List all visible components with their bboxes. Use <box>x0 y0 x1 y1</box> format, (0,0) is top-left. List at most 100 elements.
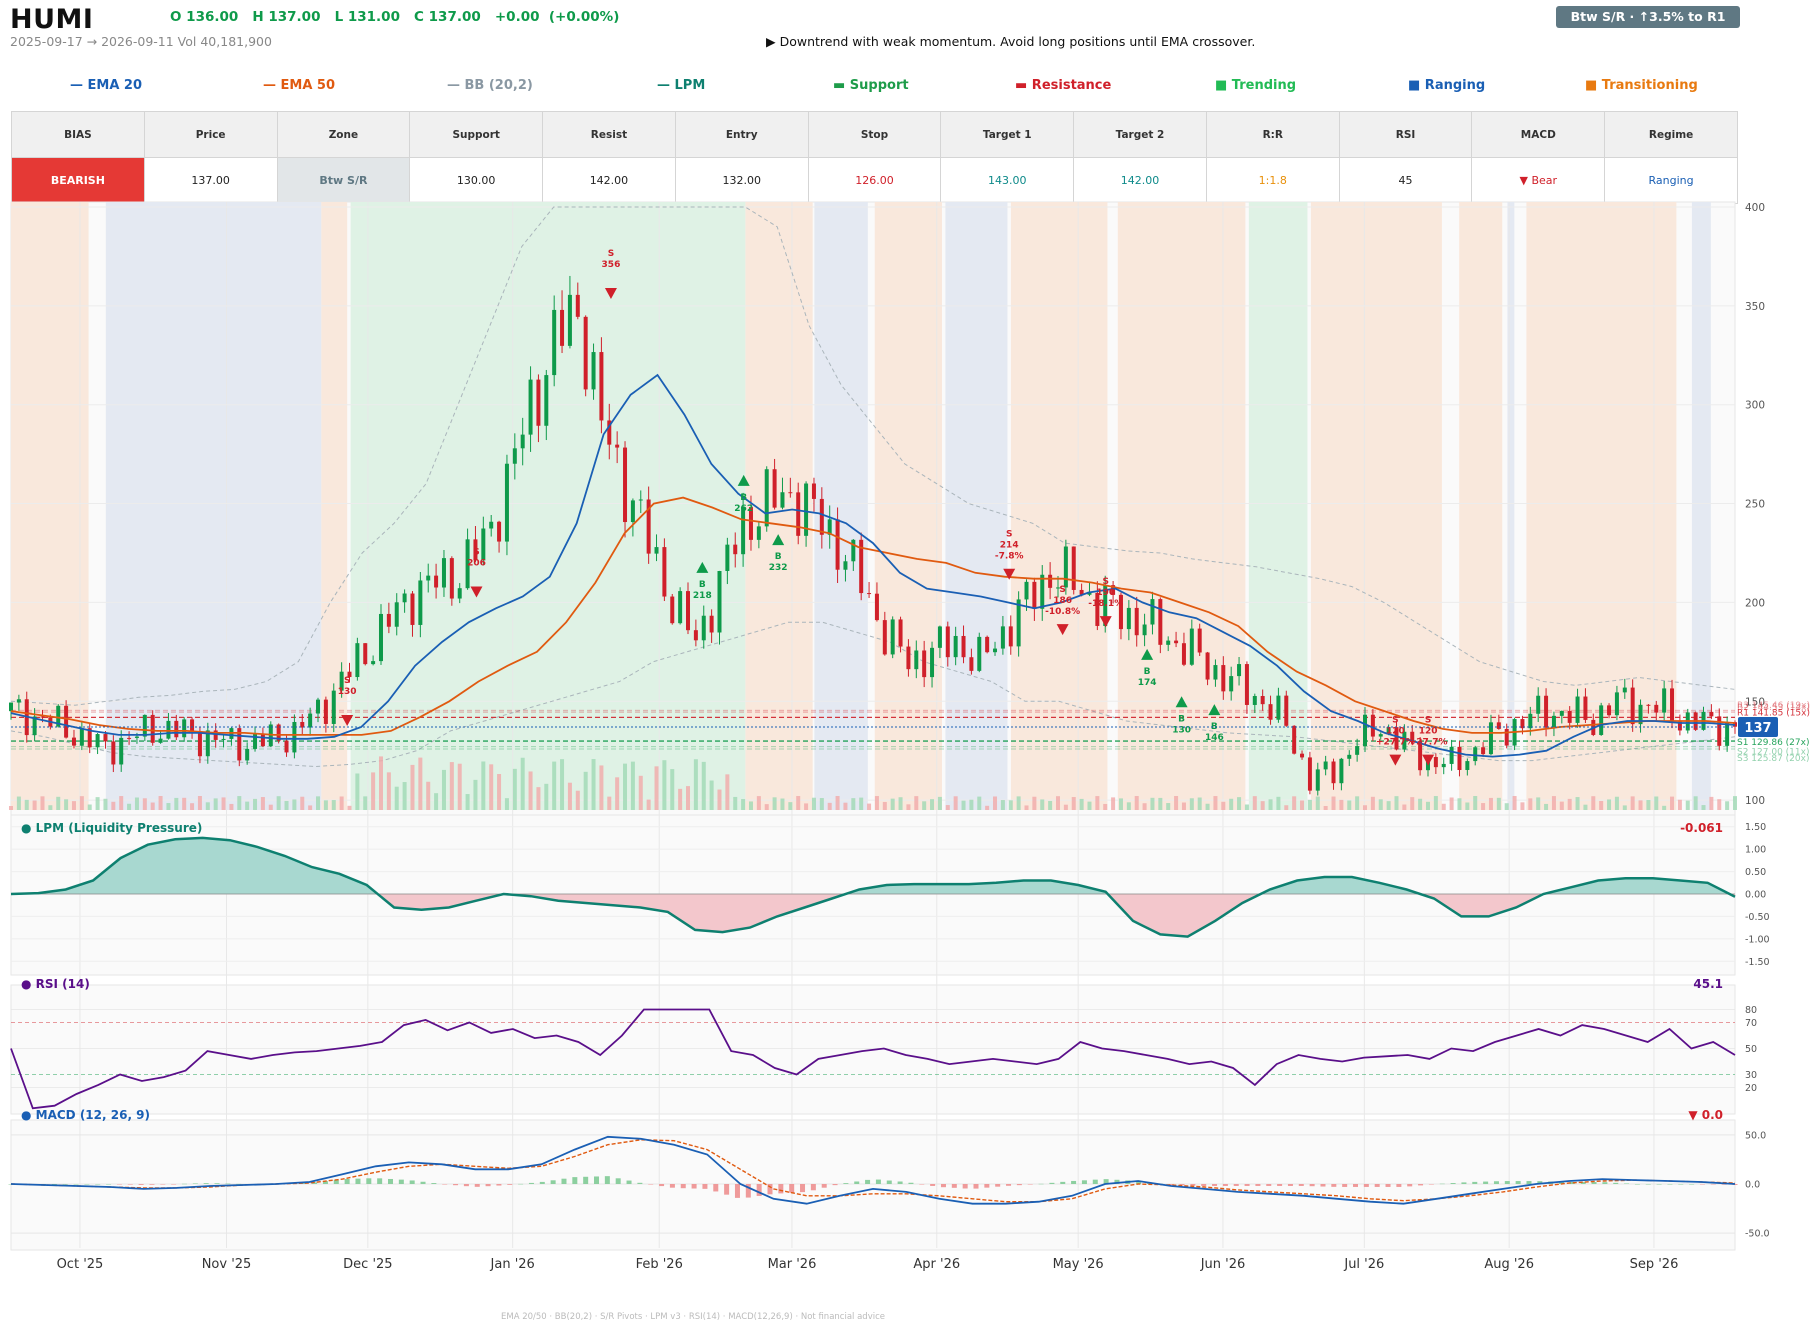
volume-bar <box>882 801 887 810</box>
volume-bar <box>756 796 761 810</box>
volume-bar <box>1347 800 1352 810</box>
candle-body <box>914 650 919 670</box>
candle-body <box>930 647 935 678</box>
candle-body <box>158 738 163 743</box>
candle-body <box>1410 731 1415 742</box>
signal-return: -7.8% <box>995 552 1024 562</box>
candle-body <box>867 593 872 595</box>
volume-bar <box>654 766 659 810</box>
candle-body <box>922 650 927 678</box>
macd-hist-bar <box>659 1184 665 1187</box>
macd-hist-bar <box>1060 1181 1066 1184</box>
candle-body <box>583 316 588 390</box>
macd-hist-bar <box>669 1184 675 1188</box>
rsi-tick-label: 70 <box>1745 1018 1757 1029</box>
chart-area[interactable]: Oct '25 Nov '25 Dec '25 Jan '26 Feb '26 Mar '… <box>0 200 1810 1310</box>
volume-bar <box>985 805 990 810</box>
candle-body <box>1488 722 1493 755</box>
volume-bar <box>1237 797 1242 810</box>
macd-hist-bar <box>1493 1181 1499 1184</box>
volume-bar <box>32 800 37 810</box>
candle-body <box>969 657 974 671</box>
legend-lpm[interactable]: — LPM <box>657 78 706 93</box>
legend-support[interactable]: ▬ Support <box>833 78 909 93</box>
macd-tick-label: 50.0 <box>1745 1130 1766 1141</box>
volume-bar <box>1095 796 1100 810</box>
candle-body <box>835 519 840 570</box>
sell-marker <box>1389 754 1402 766</box>
volume-bar <box>418 757 423 810</box>
legend-ema50[interactable]: — EMA 50 <box>263 78 336 93</box>
legend-ema20[interactable]: — EMA 20 <box>70 78 143 93</box>
macd-hist-bar <box>171 1184 177 1185</box>
candle-body <box>544 375 549 426</box>
volume-bar <box>780 798 785 810</box>
legend-bb[interactable]: — BB (20,2) <box>447 78 533 93</box>
legend-resistance[interactable]: ▬ Resistance <box>1015 78 1112 93</box>
volume-bar <box>1583 804 1588 810</box>
rsi-value: 45 <box>1338 157 1473 204</box>
candle-body <box>1095 593 1100 626</box>
signal-label: B <box>775 552 782 562</box>
trade-summary-table: BIAS Price Zone Support Resist Entry Sto… <box>11 111 1738 204</box>
macd-hist-bar <box>550 1180 556 1184</box>
lpm-tick-label: 0.50 <box>1745 867 1766 878</box>
signal-price: 120 <box>1386 727 1405 737</box>
header-regime: Regime <box>1604 111 1738 158</box>
header-bias: BIAS <box>11 111 145 158</box>
legend-ranging[interactable]: ■ Ranging <box>1408 78 1486 93</box>
macd-hist-bar <box>1309 1184 1315 1187</box>
macd-hist-bar <box>1287 1184 1293 1186</box>
candle-body <box>1457 746 1462 770</box>
legend-trending[interactable]: ■ Trending <box>1215 78 1297 93</box>
candle-body <box>1189 628 1194 665</box>
candle-body <box>1363 714 1368 747</box>
volume-bar <box>426 781 431 810</box>
volume-bar <box>339 796 344 810</box>
date-range-volume: 2025-09-17 → 2026-09-11 Vol 40,181,900 <box>10 34 272 49</box>
volume-bar <box>1433 796 1438 810</box>
volume-bar <box>1717 799 1722 810</box>
macd-hist-bar <box>1016 1184 1022 1186</box>
candle-body <box>402 593 407 603</box>
candle-body <box>859 539 864 594</box>
volume-bar <box>937 796 942 810</box>
legend-transitioning[interactable]: ■ Transitioning <box>1585 78 1698 93</box>
candle-body <box>79 728 84 746</box>
volume-bar <box>87 804 92 810</box>
candle-body <box>1583 696 1588 720</box>
bias-value: BEARISH <box>11 157 145 204</box>
candle-body <box>363 643 368 665</box>
macd-hist-bar <box>691 1184 697 1189</box>
volume-bar <box>1544 803 1549 810</box>
macd-hist-bar <box>1277 1184 1283 1186</box>
candle-body <box>190 719 195 733</box>
footer-note: EMA 20/50 · BB(20,2) · S/R Pivots · LPM … <box>500 1312 885 1322</box>
macd-hist-bar <box>604 1176 610 1184</box>
volume-bar <box>71 801 76 810</box>
volume-bar <box>237 796 242 810</box>
volume-bar <box>1630 796 1635 810</box>
volume-bar <box>1024 805 1029 810</box>
volume-bar <box>1575 797 1580 810</box>
candle-body <box>1504 728 1509 746</box>
signal-price: 232 <box>769 563 788 573</box>
volume-bar <box>1079 798 1084 810</box>
candle-body <box>977 636 982 671</box>
volume-bar <box>378 756 383 810</box>
candle-body <box>339 671 344 691</box>
candle-body <box>111 741 116 765</box>
candle-body <box>575 294 580 317</box>
candle-body <box>1465 761 1470 770</box>
candle-body <box>1677 721 1682 731</box>
volume-bar <box>481 761 486 810</box>
price-tick-label: 400 <box>1745 202 1765 214</box>
price-value: 137.00 <box>143 157 278 204</box>
candle-body <box>882 620 887 655</box>
macd-hist-bar <box>843 1183 849 1184</box>
volume-bar <box>1528 798 1533 810</box>
candle-body <box>1536 695 1541 714</box>
candle-body <box>166 720 171 739</box>
volume-bar <box>1087 801 1092 810</box>
volume-bar <box>1331 796 1336 810</box>
